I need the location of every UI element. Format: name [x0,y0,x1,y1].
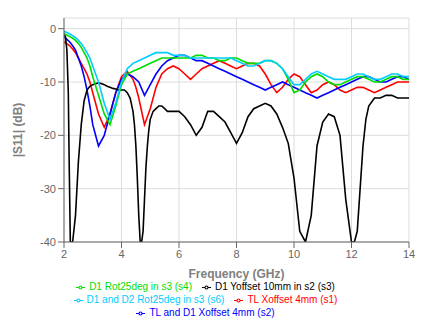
svg-text:Frequency (GHz): Frequency (GHz) [188,267,284,281]
svg-text:-40: -40 [40,236,56,248]
svg-text:|S11| (dB): |S11| (dB) [11,103,25,158]
html-text:TL Xoffset 4mm (s1): TL Xoffset 4mm (s1) [247,294,338,305]
svg-text:-10: -10 [40,76,56,88]
svg-text:8: 8 [233,248,239,260]
svg-text:6: 6 [176,248,182,260]
svg-text:-20: -20 [40,129,56,141]
svg-text:10: 10 [288,248,300,260]
html-text:D1 Yoffset 10mm in s2 (s3): D1 Yoffset 10mm in s2 (s3) [215,281,335,292]
svg-text:-30: -30 [40,183,56,195]
svg-text:12: 12 [345,248,357,260]
svg-text:14: 14 [403,248,415,260]
svg-text:4: 4 [118,248,124,260]
html-text:D1 Rot25deg in s3 (s4): D1 Rot25deg in s3 (s4) [89,281,192,292]
svg-text:2: 2 [61,248,67,260]
html-text:D1 and D2 Rot25deg in s3 (s6): D1 and D2 Rot25deg in s3 (s6) [86,294,225,305]
html-text:TL and D1 Xoffset 4mm (s2): TL and D1 Xoffset 4mm (s2) [149,307,275,318]
svg-text:0: 0 [50,23,56,35]
